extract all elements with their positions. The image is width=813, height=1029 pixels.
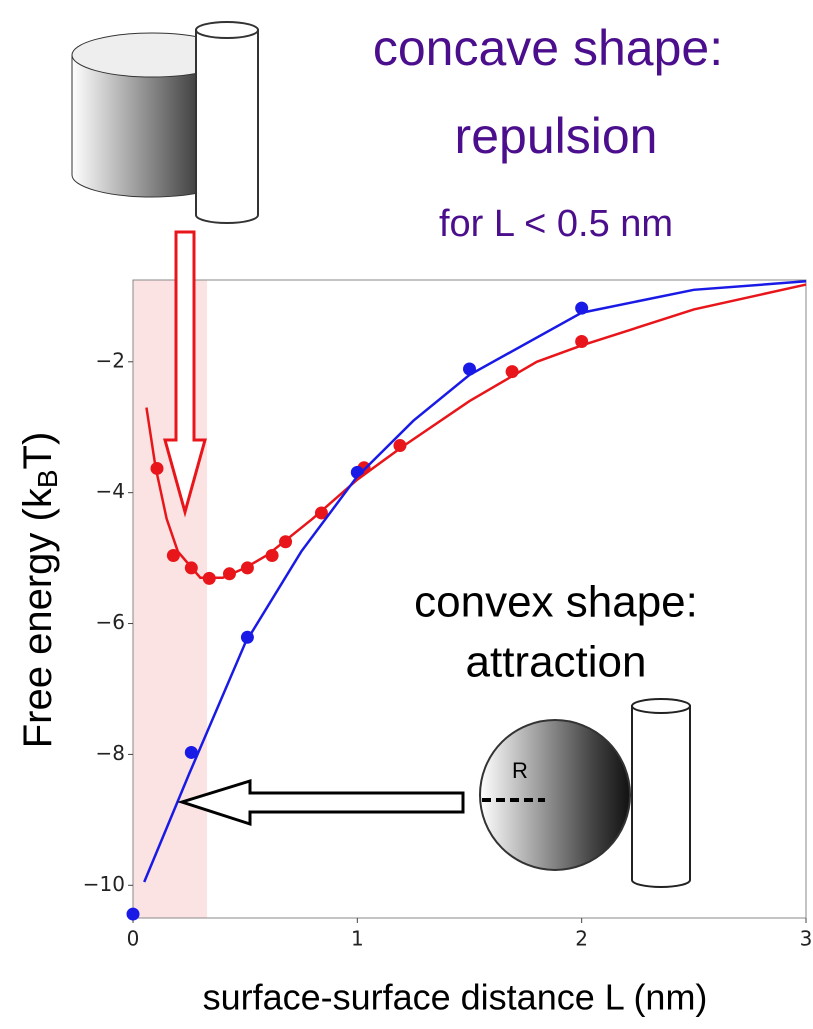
convex-icon: [479, 698, 691, 888]
x-axis-label: surface-surface distance L (nm): [203, 977, 708, 1018]
y-axis-label: Free energy (kBT): [16, 432, 64, 749]
convex-title: convex shape:: [414, 578, 698, 627]
y-tick-label: −4: [96, 479, 125, 503]
x-tick-label: 2: [575, 927, 588, 951]
x-tick-label: 3: [800, 927, 813, 951]
radius-label: R: [512, 758, 528, 783]
fit-line: [145, 283, 807, 579]
data-point: [350, 465, 364, 479]
y-tick-label: −2: [96, 348, 125, 372]
fit-line: [143, 280, 807, 883]
y-label-text: Free energy (k: [16, 487, 60, 748]
concave-icon: [71, 21, 259, 224]
data-point: [393, 439, 407, 453]
concave-effect: repulsion: [455, 108, 658, 164]
plot-frame: [132, 279, 807, 919]
y-tick-label: −8: [96, 741, 125, 765]
convex-effect: attraction: [466, 638, 647, 687]
data-point: [126, 907, 140, 921]
concave-title: concave shape:: [373, 20, 723, 76]
x-tick-label: 0: [127, 927, 140, 951]
data-point: [184, 745, 198, 759]
red-arrow: [163, 230, 207, 518]
y-tick-label: −6: [96, 610, 125, 634]
data-point: [265, 548, 279, 562]
data-point: [166, 548, 180, 562]
y-label-tail: T): [16, 432, 60, 470]
y-label-sub: B: [32, 469, 63, 488]
y-tick-label: −10: [83, 872, 125, 896]
concave-range: for L < 0.5 nm: [439, 203, 673, 245]
x-tick-label: 1: [351, 927, 364, 951]
black-arrow: [177, 778, 465, 827]
